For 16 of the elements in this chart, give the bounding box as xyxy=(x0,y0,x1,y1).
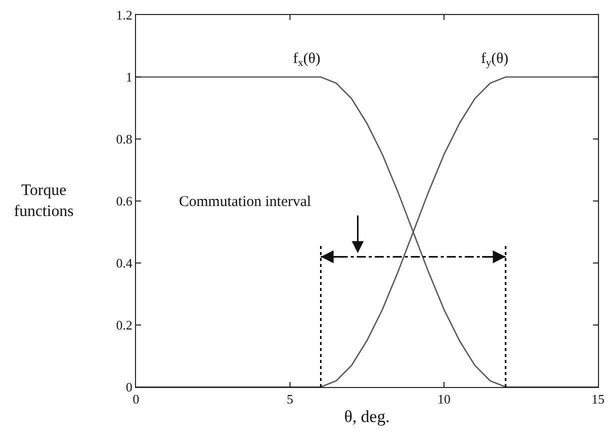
y-tick-label: 0.2 xyxy=(116,318,132,333)
x-tick-label: 15 xyxy=(592,392,604,407)
y-tick-label: 0.4 xyxy=(116,256,133,271)
y-tick-label: 0.6 xyxy=(116,194,133,209)
y-tick-label: 1.2 xyxy=(116,8,132,23)
annotation: f$_{x}$(θ) xyxy=(293,51,320,70)
y-tick-label: 0.8 xyxy=(116,132,132,147)
y-axis-title: Torque functions xyxy=(14,182,74,220)
x-tick-label: 5 xyxy=(286,392,294,407)
line-series xyxy=(136,76,598,387)
x-axis-title: θ, deg. xyxy=(344,407,390,426)
y-tick-label: 1 xyxy=(126,70,132,85)
annotation: f$_{y}$(θ) xyxy=(481,51,508,70)
x-tick-label: 10 xyxy=(438,392,450,407)
y-tick-label: 0 xyxy=(126,380,132,395)
annotation: Commutation interval xyxy=(179,194,312,210)
